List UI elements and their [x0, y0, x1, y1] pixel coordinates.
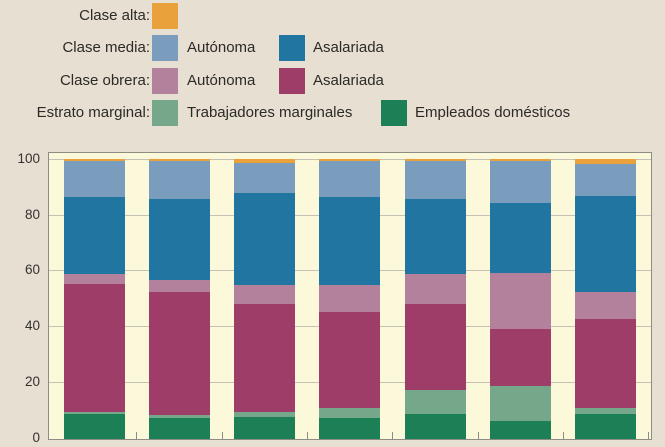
bar-segment	[575, 407, 637, 414]
bar-segment	[490, 160, 551, 203]
bar-segment	[63, 411, 125, 414]
y-axis-tick-label: 100	[17, 150, 40, 166]
bar-segment	[404, 159, 466, 162]
legend-row-label: Clase obrera:	[59, 72, 150, 89]
bar-segment	[148, 159, 210, 162]
legend-item-label: Autónoma	[187, 72, 256, 89]
legend-swatch-clase-obrera-asalariada	[279, 68, 305, 94]
legend-swatch-clase-media-autonoma	[152, 35, 178, 61]
bar-segment	[319, 407, 381, 419]
bar-segment	[148, 414, 210, 419]
bar-segment	[490, 159, 551, 162]
y-axis-tick-label: 20	[24, 374, 40, 390]
legend-swatch-empleados-domesticos	[381, 100, 407, 126]
legend-swatch-trabajadores-marginales	[152, 100, 178, 126]
bar-segment	[234, 192, 296, 286]
x-axis-tick	[221, 432, 223, 439]
legend-swatch-clase-alta	[152, 3, 178, 29]
bar-segment	[63, 159, 125, 162]
legend-swatch-clase-obrera-autonoma	[152, 68, 178, 94]
bar-segment	[490, 202, 551, 273]
bar-segment	[319, 197, 381, 286]
x-axis-tick	[648, 432, 650, 439]
bar-segment	[404, 198, 466, 275]
x-axis-tick	[306, 432, 308, 439]
legend-row-clase-alta: Clase alta:	[0, 3, 665, 29]
stacked-bar	[234, 159, 296, 439]
bar-segment	[63, 197, 125, 275]
y-axis-tick-label: 40	[24, 318, 40, 334]
bar-segment	[63, 413, 125, 439]
x-axis-tick	[392, 432, 394, 439]
legend-row-label: Clase alta:	[79, 7, 150, 24]
bar-segment	[490, 420, 551, 439]
bar-segment	[234, 416, 296, 439]
bar-segment	[63, 283, 125, 412]
y-axis-tick-label: 80	[24, 206, 40, 222]
bar-segment	[63, 273, 125, 284]
stacked-bar	[490, 159, 551, 439]
bar-segment	[148, 198, 210, 280]
bar-segment	[234, 412, 296, 417]
stacked-bar	[319, 159, 381, 439]
stacked-bar	[575, 159, 637, 439]
legend-item-label: Asalariada	[313, 72, 384, 89]
bar-segment	[404, 303, 466, 391]
bar-segment	[575, 195, 637, 293]
x-axis-tick	[136, 432, 138, 439]
plot-area	[48, 152, 652, 440]
bar-segment	[234, 285, 296, 304]
bar-segment	[404, 273, 466, 304]
bar-segment	[63, 160, 125, 198]
legend-item-label: Autónoma	[187, 39, 256, 56]
bar-segment	[575, 318, 637, 409]
gridline	[49, 158, 651, 160]
x-axis-tick	[562, 432, 564, 439]
bar-segment	[575, 159, 637, 164]
bar-segment	[234, 159, 296, 163]
bar-segment	[319, 417, 381, 439]
bar-segment	[148, 291, 210, 416]
bar-segment	[319, 160, 381, 198]
bar-segment	[575, 291, 637, 319]
legend-item-label: Asalariada	[313, 39, 384, 56]
y-axis-tick-label: 60	[24, 262, 40, 278]
y-axis-tick-label: 0	[32, 430, 40, 445]
x-axis-tick	[477, 432, 479, 439]
bar-segment	[234, 303, 296, 413]
stacked-bar	[148, 159, 210, 439]
bar-segment	[148, 417, 210, 439]
legend-row-clase-media: Clase media: Autónoma Asalariada	[0, 35, 665, 61]
bar-segment	[319, 311, 381, 409]
bar-segment	[234, 162, 296, 194]
legend: Clase alta: Clase media: Autónoma Asalar…	[0, 0, 665, 132]
bar-segment	[490, 272, 551, 329]
legend-swatch-clase-media-asalariada	[279, 35, 305, 61]
bar-segment	[404, 413, 466, 439]
bar-segment	[575, 413, 637, 439]
legend-row-label: Clase media:	[62, 39, 150, 56]
legend-item-label: Trabajadores marginales	[187, 104, 353, 121]
stacked-bar	[404, 159, 466, 439]
bar-segment	[404, 389, 466, 414]
legend-row-estrato-marginal: Estrato marginal: Trabajadores marginale…	[0, 100, 665, 126]
bar-segment	[319, 285, 381, 312]
bar-segment	[148, 279, 210, 293]
bar-segment	[490, 385, 551, 421]
bar-segment	[404, 160, 466, 199]
stacked-bar	[63, 159, 125, 439]
bar-segment	[490, 328, 551, 386]
legend-row-clase-obrera: Clase obrera: Autónoma Asalariada	[0, 68, 665, 94]
bar-segment	[575, 163, 637, 197]
bar-segment	[148, 160, 210, 199]
bar-segment	[319, 159, 381, 162]
legend-row-label: Estrato marginal:	[36, 104, 150, 121]
legend-item-label: Empleados domésticos	[415, 104, 571, 121]
